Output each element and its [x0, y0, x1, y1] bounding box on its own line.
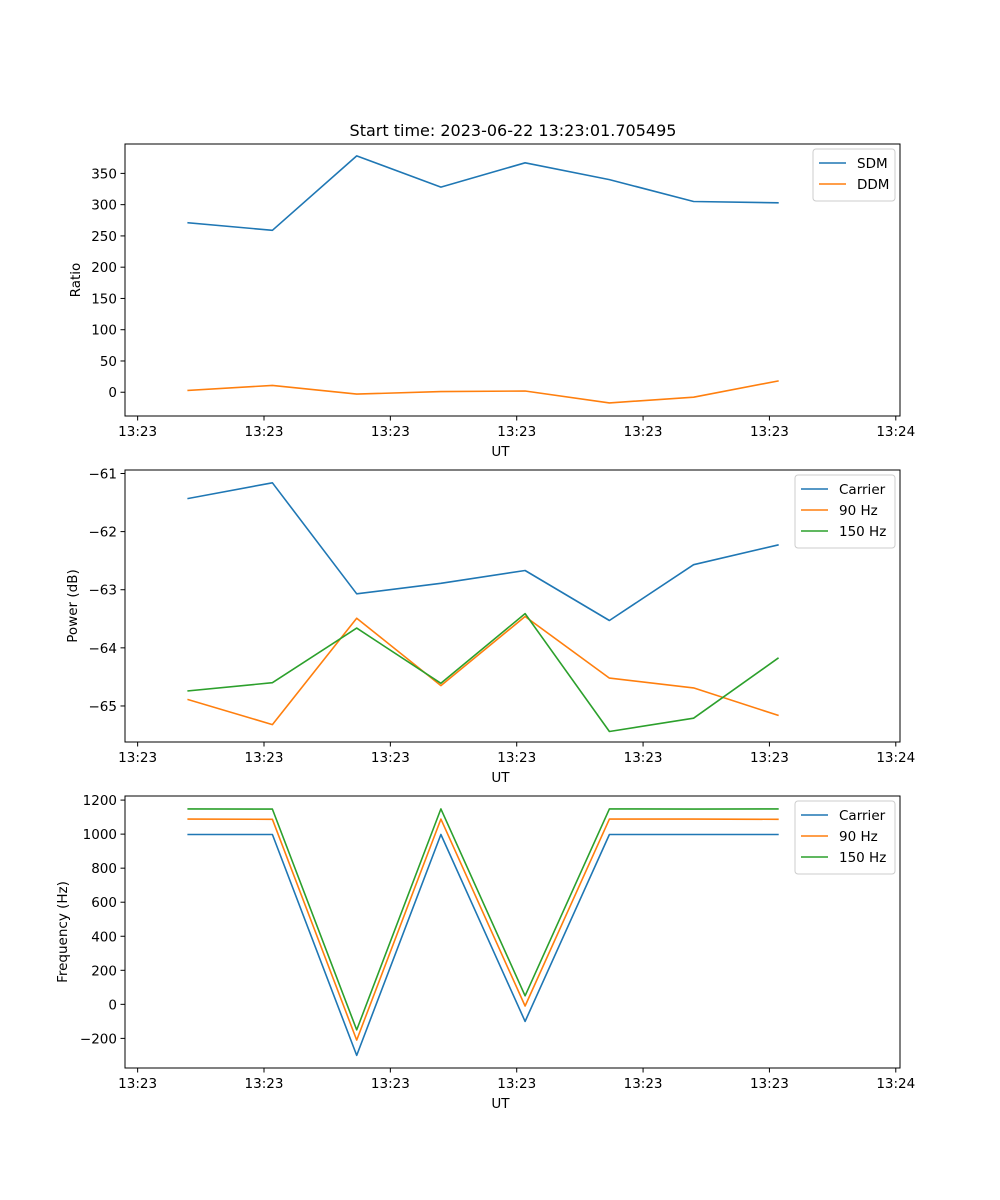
figure-title: Start time: 2023-06-22 13:23:01.705495 [350, 121, 677, 140]
y-tick-label: 50 [100, 354, 117, 370]
x-tick-label: 13:23 [624, 1076, 663, 1092]
x-tick-label: 13:23 [371, 1076, 410, 1092]
x-tick-label: 13:23 [118, 750, 157, 766]
axes-frame [124, 795, 901, 1069]
legend-box [812, 148, 896, 202]
y-tick-label: 200 [91, 963, 117, 979]
plot-panel-1: 13:23 13:23 13:23 13:23 13:23 13:23 13:24 0 50 10… [68, 143, 915, 460]
x-tick-label: 13:24 [876, 750, 915, 766]
x-tick-label: 13:24 [876, 424, 915, 440]
legend-label: 90 Hz [839, 503, 878, 519]
y-tick-label: 0 [108, 385, 117, 401]
y-tick-label: 0 [108, 997, 117, 1013]
y-axis-label: Ratio [68, 263, 84, 298]
legend-label: 150 Hz [839, 850, 886, 866]
legend: Carrier 90 Hz 150 Hz [794, 474, 896, 549]
x-tick-label: 13:23 [245, 750, 284, 766]
y-tick-label: −200 [80, 1031, 117, 1047]
legend-label: Carrier [839, 808, 886, 824]
x-tick-label: 13:23 [245, 1076, 284, 1092]
y-tick-label: 150 [91, 291, 117, 307]
legend: SDM DDM [812, 148, 896, 202]
x-axis-label: UT [491, 770, 510, 786]
legend-label: SDM [857, 156, 888, 172]
legend-label: 90 Hz [839, 829, 878, 845]
y-tick-label: −62 [89, 525, 118, 541]
y-tick-label: −64 [89, 641, 118, 657]
y-tick-label: 1000 [83, 827, 117, 843]
series-line-carrier [187, 481, 779, 622]
y-tick-label: 600 [91, 895, 117, 911]
y-axis-label: Frequency (Hz) [55, 881, 71, 983]
legend-label: DDM [857, 177, 889, 193]
y-axis-label: Power (dB) [65, 569, 81, 642]
x-tick-label: 13:23 [750, 750, 789, 766]
series-line-90-hz [187, 615, 779, 726]
x-tick-label: 13:23 [118, 424, 157, 440]
legend-label: 150 Hz [839, 524, 886, 540]
series-line-sdm [187, 155, 779, 232]
y-tick-label: −65 [89, 699, 118, 715]
y-tick-label: 400 [91, 929, 117, 945]
y-tick-label: 1200 [83, 793, 117, 809]
y-tick-label: 300 [91, 198, 117, 214]
y-tick-label: 250 [91, 229, 117, 245]
y-tick-label: 100 [91, 323, 117, 339]
legend: Carrier 90 Hz 150 Hz [794, 800, 896, 875]
legend-box [794, 474, 896, 549]
x-tick-label: 13:23 [118, 1076, 157, 1092]
axes-frame [124, 143, 901, 417]
x-tick-label: 13:24 [876, 1076, 915, 1092]
legend-label: Carrier [839, 482, 886, 498]
x-tick-label: 13:23 [371, 424, 410, 440]
series-line-ddm [187, 380, 779, 404]
x-tick-label: 13:23 [750, 1076, 789, 1092]
series-line-150-hz [187, 612, 780, 733]
x-tick-label: 13:23 [624, 424, 663, 440]
x-tick-label: 13:23 [624, 750, 663, 766]
plot-panel-2: 13:23 13:23 13:23 13:23 13:23 13:23 13:24 −65 −6… [65, 466, 915, 786]
x-axis-label: UT [491, 1096, 510, 1112]
x-tick-label: 13:23 [750, 424, 789, 440]
y-tick-label: −61 [89, 466, 118, 482]
x-axis-label: UT [491, 444, 510, 460]
y-tick-label: −63 [89, 583, 118, 599]
legend-box [794, 800, 896, 875]
series-line-150-hz [187, 808, 779, 1031]
y-tick-label: 350 [91, 166, 117, 182]
series-line-carrier [187, 833, 779, 1057]
x-tick-label: 13:23 [497, 424, 536, 440]
axes-frame [124, 469, 901, 743]
series-line-90-hz [187, 818, 779, 1041]
plot-panel-3: 13:23 13:23 13:23 13:23 13:23 13:23 13:24 −200 0… [55, 793, 915, 1112]
y-tick-label: 800 [91, 861, 117, 877]
y-tick-label: 200 [91, 260, 117, 276]
x-tick-label: 13:23 [497, 1076, 536, 1092]
x-tick-label: 13:23 [371, 750, 410, 766]
x-tick-label: 13:23 [497, 750, 536, 766]
x-tick-label: 13:23 [245, 424, 284, 440]
